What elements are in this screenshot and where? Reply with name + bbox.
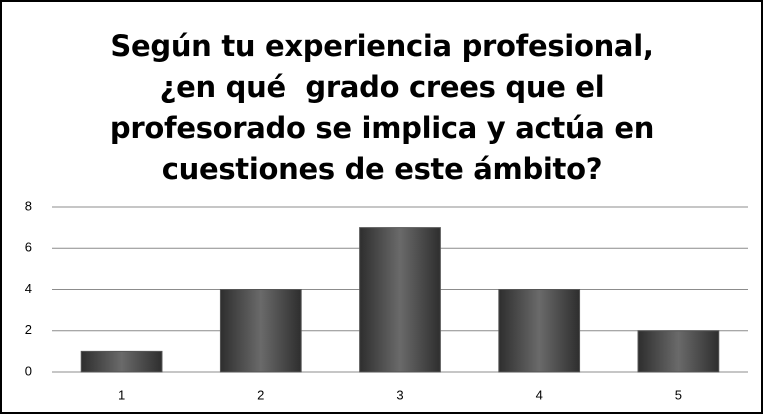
x-tick-label: 2 xyxy=(257,387,264,402)
y-tick-label: 4 xyxy=(25,281,32,296)
chart-title: Según tu experiencia profesional, ¿en qu… xyxy=(109,29,664,186)
bar xyxy=(359,227,441,373)
bar xyxy=(498,289,581,373)
y-tick-label: 2 xyxy=(25,322,32,337)
x-tick-label: 1 xyxy=(118,387,125,402)
x-tick-label: 3 xyxy=(396,387,403,402)
y-tick-label: 8 xyxy=(25,198,32,213)
y-tick-label: 6 xyxy=(25,240,32,255)
bar xyxy=(637,330,720,373)
x-tick-label: 5 xyxy=(675,387,682,402)
bar xyxy=(219,289,302,373)
y-tick-label: 0 xyxy=(25,363,32,378)
x-tick-label: 4 xyxy=(536,387,543,402)
bar xyxy=(80,350,163,373)
